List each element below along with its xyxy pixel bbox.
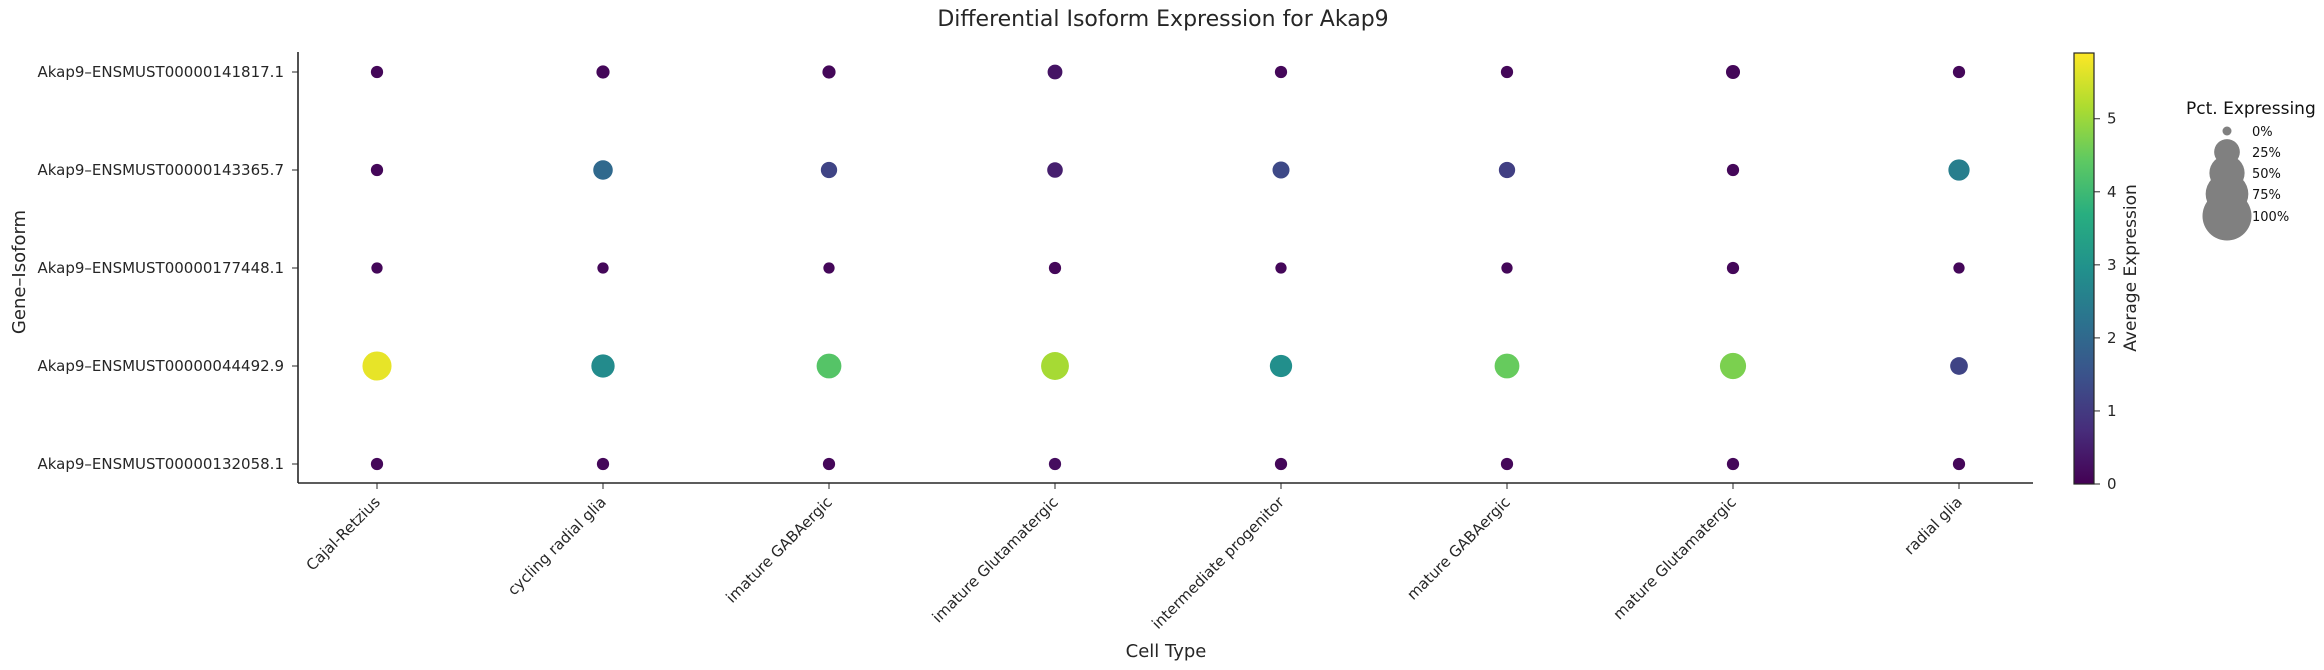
dot-marker: [596, 65, 610, 79]
dot-marker: [1948, 159, 1970, 181]
colorbar-tick-label: 1: [2107, 402, 2117, 420]
dot-marker: [1047, 64, 1063, 80]
colorbar-tick-label: 5: [2107, 110, 2117, 128]
colorbar-tick-label: 3: [2107, 256, 2117, 274]
dot-marker: [596, 457, 610, 471]
dot-marker: [1726, 261, 1740, 275]
dot-marker: [591, 354, 615, 378]
dot-markers: [362, 64, 1970, 471]
dot-marker: [822, 65, 836, 79]
size-legend-marker: [2202, 191, 2252, 241]
x-tick-label: imature GABAergic: [722, 493, 835, 606]
size-legend-label: 75%: [2252, 188, 2281, 203]
x-tick-label: cycling radial glia: [504, 493, 610, 599]
dot-marker: [1048, 261, 1062, 275]
size-legend-label: 25%: [2252, 146, 2281, 161]
y-tick-label: Akap9–ENSMUST00000132058.1: [37, 455, 284, 473]
size-legend-label: 100%: [2252, 210, 2289, 225]
dot-marker: [822, 457, 836, 471]
dot-marker: [370, 457, 384, 471]
dot-marker: [1952, 457, 1966, 471]
dot-marker: [1726, 163, 1740, 177]
dot-marker: [370, 65, 384, 79]
colorbar-label: Average Expression: [2121, 184, 2141, 352]
dot-marker: [1275, 262, 1287, 274]
x-tick-label: imature Glutamatergic: [929, 493, 1062, 626]
dot-marker: [1725, 64, 1741, 80]
dot-marker: [1047, 162, 1063, 178]
y-axis-label: Gene–Isoform: [9, 210, 30, 334]
x-tick-label: mature GABAergic: [1403, 493, 1514, 604]
x-tick-label: radial glia: [1901, 493, 1966, 558]
dot-marker: [1950, 357, 1968, 375]
colorbar-tick-label: 4: [2107, 183, 2117, 201]
colorbar-ticks: 0 1 2 3 4 5: [2094, 110, 2117, 493]
x-tick-label: intermediate progenitor: [1148, 493, 1288, 633]
size-legend-marker: [2222, 126, 2232, 136]
y-tick-labels: Akap9–ENSMUST00000141817.1 Akap9–ENSMUST0…: [37, 63, 298, 473]
dot-marker: [1272, 161, 1290, 179]
dot-marker: [1501, 262, 1513, 274]
dot-marker: [1726, 457, 1740, 471]
size-legend-title: Pct. Expressing: [2186, 99, 2316, 119]
dot-marker: [816, 353, 842, 379]
dot-marker: [1048, 457, 1062, 471]
dot-marker: [1269, 354, 1293, 378]
colorbar-tick-label: 0: [2107, 475, 2117, 493]
dot-marker: [1274, 457, 1288, 471]
dot-marker: [593, 160, 613, 180]
dot-marker: [1500, 65, 1514, 79]
chart-title: Differential Isoform Expression for Akap…: [937, 7, 1388, 32]
dot-marker: [820, 161, 838, 179]
dot-marker: [1719, 352, 1747, 380]
dot-marker: [597, 262, 609, 274]
dot-marker: [823, 262, 835, 274]
dot-marker: [1274, 65, 1288, 79]
colorbar-tick-label: 2: [2107, 329, 2117, 347]
x-tick-label: Cajal-Retzius: [303, 493, 384, 574]
dot-marker: [1041, 352, 1069, 380]
dot-marker: [1500, 457, 1514, 471]
x-tick-label: mature Glutamatergic: [1610, 493, 1740, 623]
y-tick-label: Akap9–ENSMUST00000177448.1: [37, 259, 284, 277]
dot-marker: [1953, 262, 1965, 274]
colorbar: [2073, 52, 2095, 485]
size-legend: 0% 25% 50% 75% 100%: [2202, 125, 2289, 241]
dot-marker: [371, 262, 383, 274]
dot-marker: [1494, 353, 1520, 379]
dot-marker: [370, 163, 384, 177]
y-tick-label: Akap9–ENSMUST00000141817.1: [37, 63, 284, 81]
dot-marker: [1498, 161, 1516, 179]
dot-marker: [1952, 65, 1966, 79]
y-tick-label: Akap9–ENSMUST00000143365.7: [37, 161, 284, 179]
x-axis-label: Cell Type: [1126, 641, 1207, 662]
size-legend-label: 0%: [2252, 125, 2273, 140]
dot-marker: [362, 351, 392, 381]
size-legend-label: 50%: [2252, 167, 2281, 182]
x-tick-labels: Cajal-Retzius cycling radial glia imature …: [303, 483, 1966, 633]
y-tick-label: Akap9–ENSMUST00000044492.9: [37, 357, 284, 375]
